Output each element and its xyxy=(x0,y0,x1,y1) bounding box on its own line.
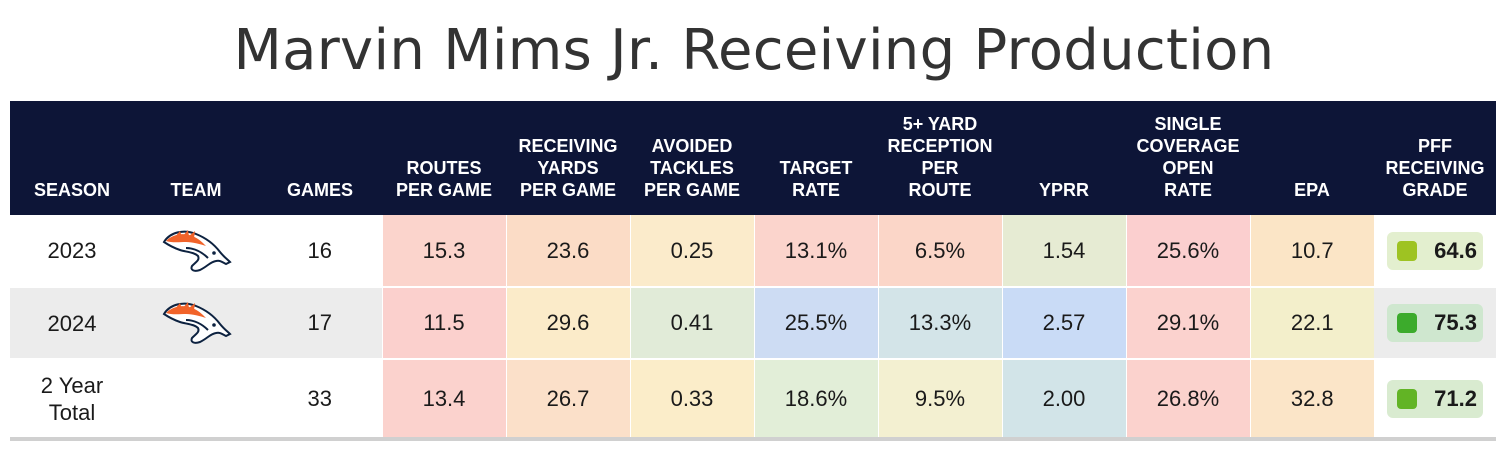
table-row: 2023 16 15.3 23.6 0.25 13.1% 6.5% 1.54 25.6% 10.7… xyxy=(10,215,1496,288)
epa-cell: 10.7 xyxy=(1249,215,1374,288)
avoided-tackles-per-game-cell: 0.33 xyxy=(629,359,754,441)
column-header-5-yard-reception-per-route: 5+ YARD RECEPTION PER ROUTE xyxy=(887,114,993,200)
column-header-team: TEAM xyxy=(170,180,222,200)
games-cell: 33 xyxy=(258,359,382,441)
yprr-cell: 2.00 xyxy=(1001,359,1126,441)
routes-per-game-cell: 13.4 xyxy=(381,359,506,441)
receiving-stats-table: SEASON TEAM GAMES ROUTES PER GAME RECEIV… xyxy=(10,101,1496,441)
single-coverage-open-rate-cell: 29.1% xyxy=(1125,287,1250,360)
column-header-avoided-tackles-per-game: AVOIDED TACKLES PER GAME xyxy=(643,136,740,200)
receiving-yards-per-game-cell: 26.7 xyxy=(505,359,630,441)
yprr-cell: 1.54 xyxy=(1001,215,1126,288)
page-title: Marvin Mims Jr. Receiving Production xyxy=(233,18,1275,83)
routes-per-game-cell: 15.3 xyxy=(381,215,506,288)
target-rate-cell: 13.1% xyxy=(753,215,878,288)
yprr-cell: 2.57 xyxy=(1001,287,1126,360)
single-coverage-open-rate-cell: 25.6% xyxy=(1125,215,1250,288)
table-header-row: SEASON TEAM GAMES ROUTES PER GAME RECEIV… xyxy=(10,101,1496,215)
column-header-season: SEASON xyxy=(33,180,111,200)
avoided-tackles-per-game-cell: 0.41 xyxy=(629,287,754,360)
grade-indicator-icon xyxy=(1397,313,1417,333)
pff-grade-cell: 64.6 xyxy=(1374,215,1496,288)
grade-indicator-icon xyxy=(1397,388,1417,409)
avoided-tackles-per-game-cell: 0.25 xyxy=(629,215,754,288)
grade-value: 64.6 xyxy=(1434,237,1477,263)
grade-badge: 71.2 xyxy=(1387,379,1483,418)
receiving-yards-per-game-cell: 29.6 xyxy=(505,287,630,360)
5-yard-reception-per-route-cell: 6.5% xyxy=(877,215,1002,288)
broncos-logo-icon xyxy=(160,228,232,274)
grade-value: 71.2 xyxy=(1434,385,1477,411)
column-header-target-rate: TARGET RATE xyxy=(779,158,853,200)
pff-grade-cell: 71.2 xyxy=(1374,359,1496,441)
column-header-yprr: YPRR xyxy=(1038,180,1089,200)
routes-per-game-cell: 11.5 xyxy=(381,287,506,360)
grade-value: 75.3 xyxy=(1434,310,1477,335)
column-header-epa: EPA xyxy=(1294,180,1330,200)
column-header-games: GAMES xyxy=(286,180,353,200)
games-cell: 16 xyxy=(258,215,382,288)
games-cell: 17 xyxy=(258,287,382,360)
grade-badge: 75.3 xyxy=(1387,304,1483,342)
team-cell xyxy=(134,287,258,360)
target-rate-cell: 18.6% xyxy=(753,359,878,441)
receiving-yards-per-game-cell: 23.6 xyxy=(505,215,630,288)
team-cell xyxy=(134,215,258,288)
table-row: 2 Year Total 33 13.4 26.7 0.33 18.6% 9.5% 2.00 2… xyxy=(10,359,1496,441)
season-cell: 2023 xyxy=(10,215,134,288)
epa-cell: 32.8 xyxy=(1249,359,1374,441)
target-rate-cell: 25.5% xyxy=(753,287,878,360)
column-header-single-coverage-open-rate: SINGLE COVERAGE OPEN RATE xyxy=(1136,114,1240,200)
grade-indicator-icon xyxy=(1397,240,1417,261)
column-header-routes-per-game: ROUTES PER GAME xyxy=(395,158,492,200)
column-header-receiving-yards-per-game: RECEIVING YARDS PER GAME xyxy=(518,136,618,200)
broncos-logo-icon xyxy=(160,300,232,346)
epa-cell: 22.1 xyxy=(1249,287,1374,360)
pff-grade-cell: 75.3 xyxy=(1374,287,1496,360)
5-yard-reception-per-route-cell: 9.5% xyxy=(877,359,1002,441)
season-cell: 2024 xyxy=(10,287,134,360)
team-cell xyxy=(134,359,258,441)
grade-badge: 64.6 xyxy=(1387,231,1483,270)
5-yard-reception-per-route-cell: 13.3% xyxy=(877,287,1002,360)
season-cell: 2 Year Total xyxy=(10,359,134,441)
single-coverage-open-rate-cell: 26.8% xyxy=(1125,359,1250,441)
column-header-pff-receiving-grade: PFF RECEIVING GRADE xyxy=(1385,136,1485,200)
table-row: 2024 17 11.5 29.6 0.41 25.5% 13.3% 2.57 29.1% 22.… xyxy=(10,287,1496,360)
